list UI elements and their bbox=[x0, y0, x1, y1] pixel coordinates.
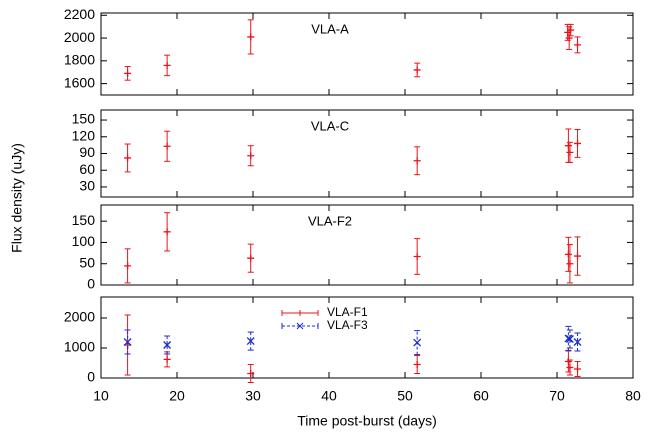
y-tick-label: 90 bbox=[79, 144, 95, 160]
legend-label: VLA-F3 bbox=[327, 318, 368, 332]
y-tick-label: 0 bbox=[87, 369, 95, 385]
data-point bbox=[163, 355, 171, 363]
data-point bbox=[247, 370, 255, 377]
data-point bbox=[574, 41, 582, 49]
data-point bbox=[163, 228, 171, 236]
data-point bbox=[163, 341, 172, 349]
y-tick-label: 50 bbox=[79, 254, 95, 270]
data-point bbox=[247, 152, 255, 160]
panel-title: VLA-C bbox=[311, 118, 349, 133]
data-point bbox=[124, 154, 132, 162]
plot-frame bbox=[100, 204, 634, 286]
data-point bbox=[573, 338, 582, 346]
y-tick-label: 100 bbox=[72, 233, 96, 249]
data-point bbox=[163, 142, 171, 150]
data-point bbox=[566, 364, 574, 371]
x-tick-label: 50 bbox=[397, 388, 413, 404]
x-tick-label: 80 bbox=[625, 388, 641, 404]
data-point bbox=[574, 252, 582, 260]
y-tick-label: 1800 bbox=[64, 52, 95, 68]
y-tick-label: 1000 bbox=[64, 339, 95, 355]
y-tick-label: 30 bbox=[79, 178, 95, 194]
x-axis-label: Time post-burst (days) bbox=[297, 413, 437, 429]
legend-label: VLA-F1 bbox=[327, 305, 368, 319]
y-tick-label: 0 bbox=[87, 276, 95, 292]
panel-title: VLA-A bbox=[311, 21, 349, 36]
data-point bbox=[564, 334, 573, 343]
x-tick-label: 30 bbox=[245, 388, 261, 404]
data-point bbox=[565, 335, 574, 343]
y-tick-label: 60 bbox=[79, 161, 95, 177]
data-point bbox=[124, 69, 132, 77]
legend-marker bbox=[297, 310, 303, 316]
data-point bbox=[413, 361, 421, 368]
y-tick-label: 120 bbox=[72, 127, 96, 143]
x-tick-label: 60 bbox=[473, 388, 489, 404]
data-point bbox=[564, 142, 572, 150]
data-point bbox=[413, 338, 422, 347]
panel-title: VLA-F2 bbox=[308, 213, 352, 228]
y-tick-label: 2000 bbox=[64, 29, 95, 45]
data-point bbox=[246, 337, 255, 346]
x-tick-label: 10 bbox=[93, 388, 109, 404]
data-point bbox=[564, 250, 572, 258]
data-point bbox=[566, 148, 574, 156]
data-point bbox=[574, 365, 582, 373]
plot-frame bbox=[100, 296, 634, 379]
x-tick-label: 70 bbox=[549, 388, 565, 404]
data-point bbox=[163, 61, 171, 69]
x-tick-label: 40 bbox=[321, 388, 337, 404]
data-point bbox=[566, 260, 574, 268]
data-point bbox=[413, 157, 421, 165]
y-tick-label: 150 bbox=[72, 212, 96, 228]
x-tick-label: 20 bbox=[169, 388, 185, 404]
y-axis-label: Flux density (uJy) bbox=[9, 143, 25, 253]
data-point bbox=[413, 252, 421, 260]
data-point bbox=[413, 66, 421, 74]
y-tick-label: 150 bbox=[72, 111, 96, 127]
plot-frame bbox=[100, 12, 634, 96]
data-point bbox=[247, 254, 255, 262]
y-tick-label: 2200 bbox=[64, 6, 95, 22]
y-tick-label: 2000 bbox=[64, 309, 95, 325]
legend-marker bbox=[296, 322, 304, 330]
data-point bbox=[564, 358, 572, 365]
y-tick-label: 1600 bbox=[64, 74, 95, 90]
data-point bbox=[574, 139, 582, 147]
data-point bbox=[247, 33, 255, 41]
plot-frame bbox=[100, 109, 634, 198]
data-point bbox=[123, 338, 132, 346]
data-point bbox=[567, 26, 575, 34]
data-point bbox=[124, 262, 132, 270]
